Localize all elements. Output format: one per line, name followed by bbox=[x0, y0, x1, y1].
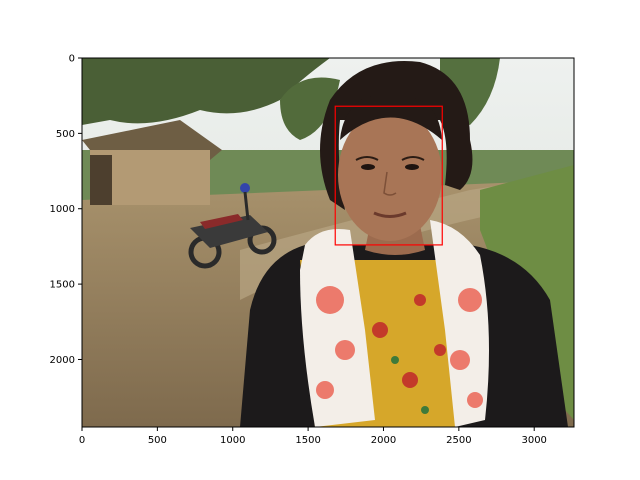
x-axis: 0 500 1000 1500 2000 2500 3000 bbox=[79, 427, 547, 446]
y-tick-label: 1000 bbox=[50, 204, 75, 215]
x-tick-label: 3000 bbox=[521, 435, 546, 446]
face-bounding-box bbox=[334, 105, 443, 246]
x-tick-label: 2000 bbox=[371, 435, 396, 446]
x-tick-label: 2500 bbox=[446, 435, 471, 446]
y-tick-label: 1500 bbox=[50, 280, 75, 291]
x-tick-label: 1000 bbox=[220, 435, 245, 446]
y-tick-label: 2000 bbox=[50, 355, 75, 366]
photo bbox=[82, 58, 574, 427]
x-tick-label: 1500 bbox=[295, 435, 320, 446]
y-axis: 0 500 1000 1500 2000 bbox=[50, 54, 82, 366]
y-tick-label: 500 bbox=[56, 129, 75, 140]
x-tick-label: 500 bbox=[148, 435, 167, 446]
y-tick-label: 0 bbox=[69, 54, 75, 65]
x-tick-label: 0 bbox=[79, 435, 85, 446]
axes-frame bbox=[81, 57, 575, 428]
motorcycle bbox=[188, 183, 277, 269]
